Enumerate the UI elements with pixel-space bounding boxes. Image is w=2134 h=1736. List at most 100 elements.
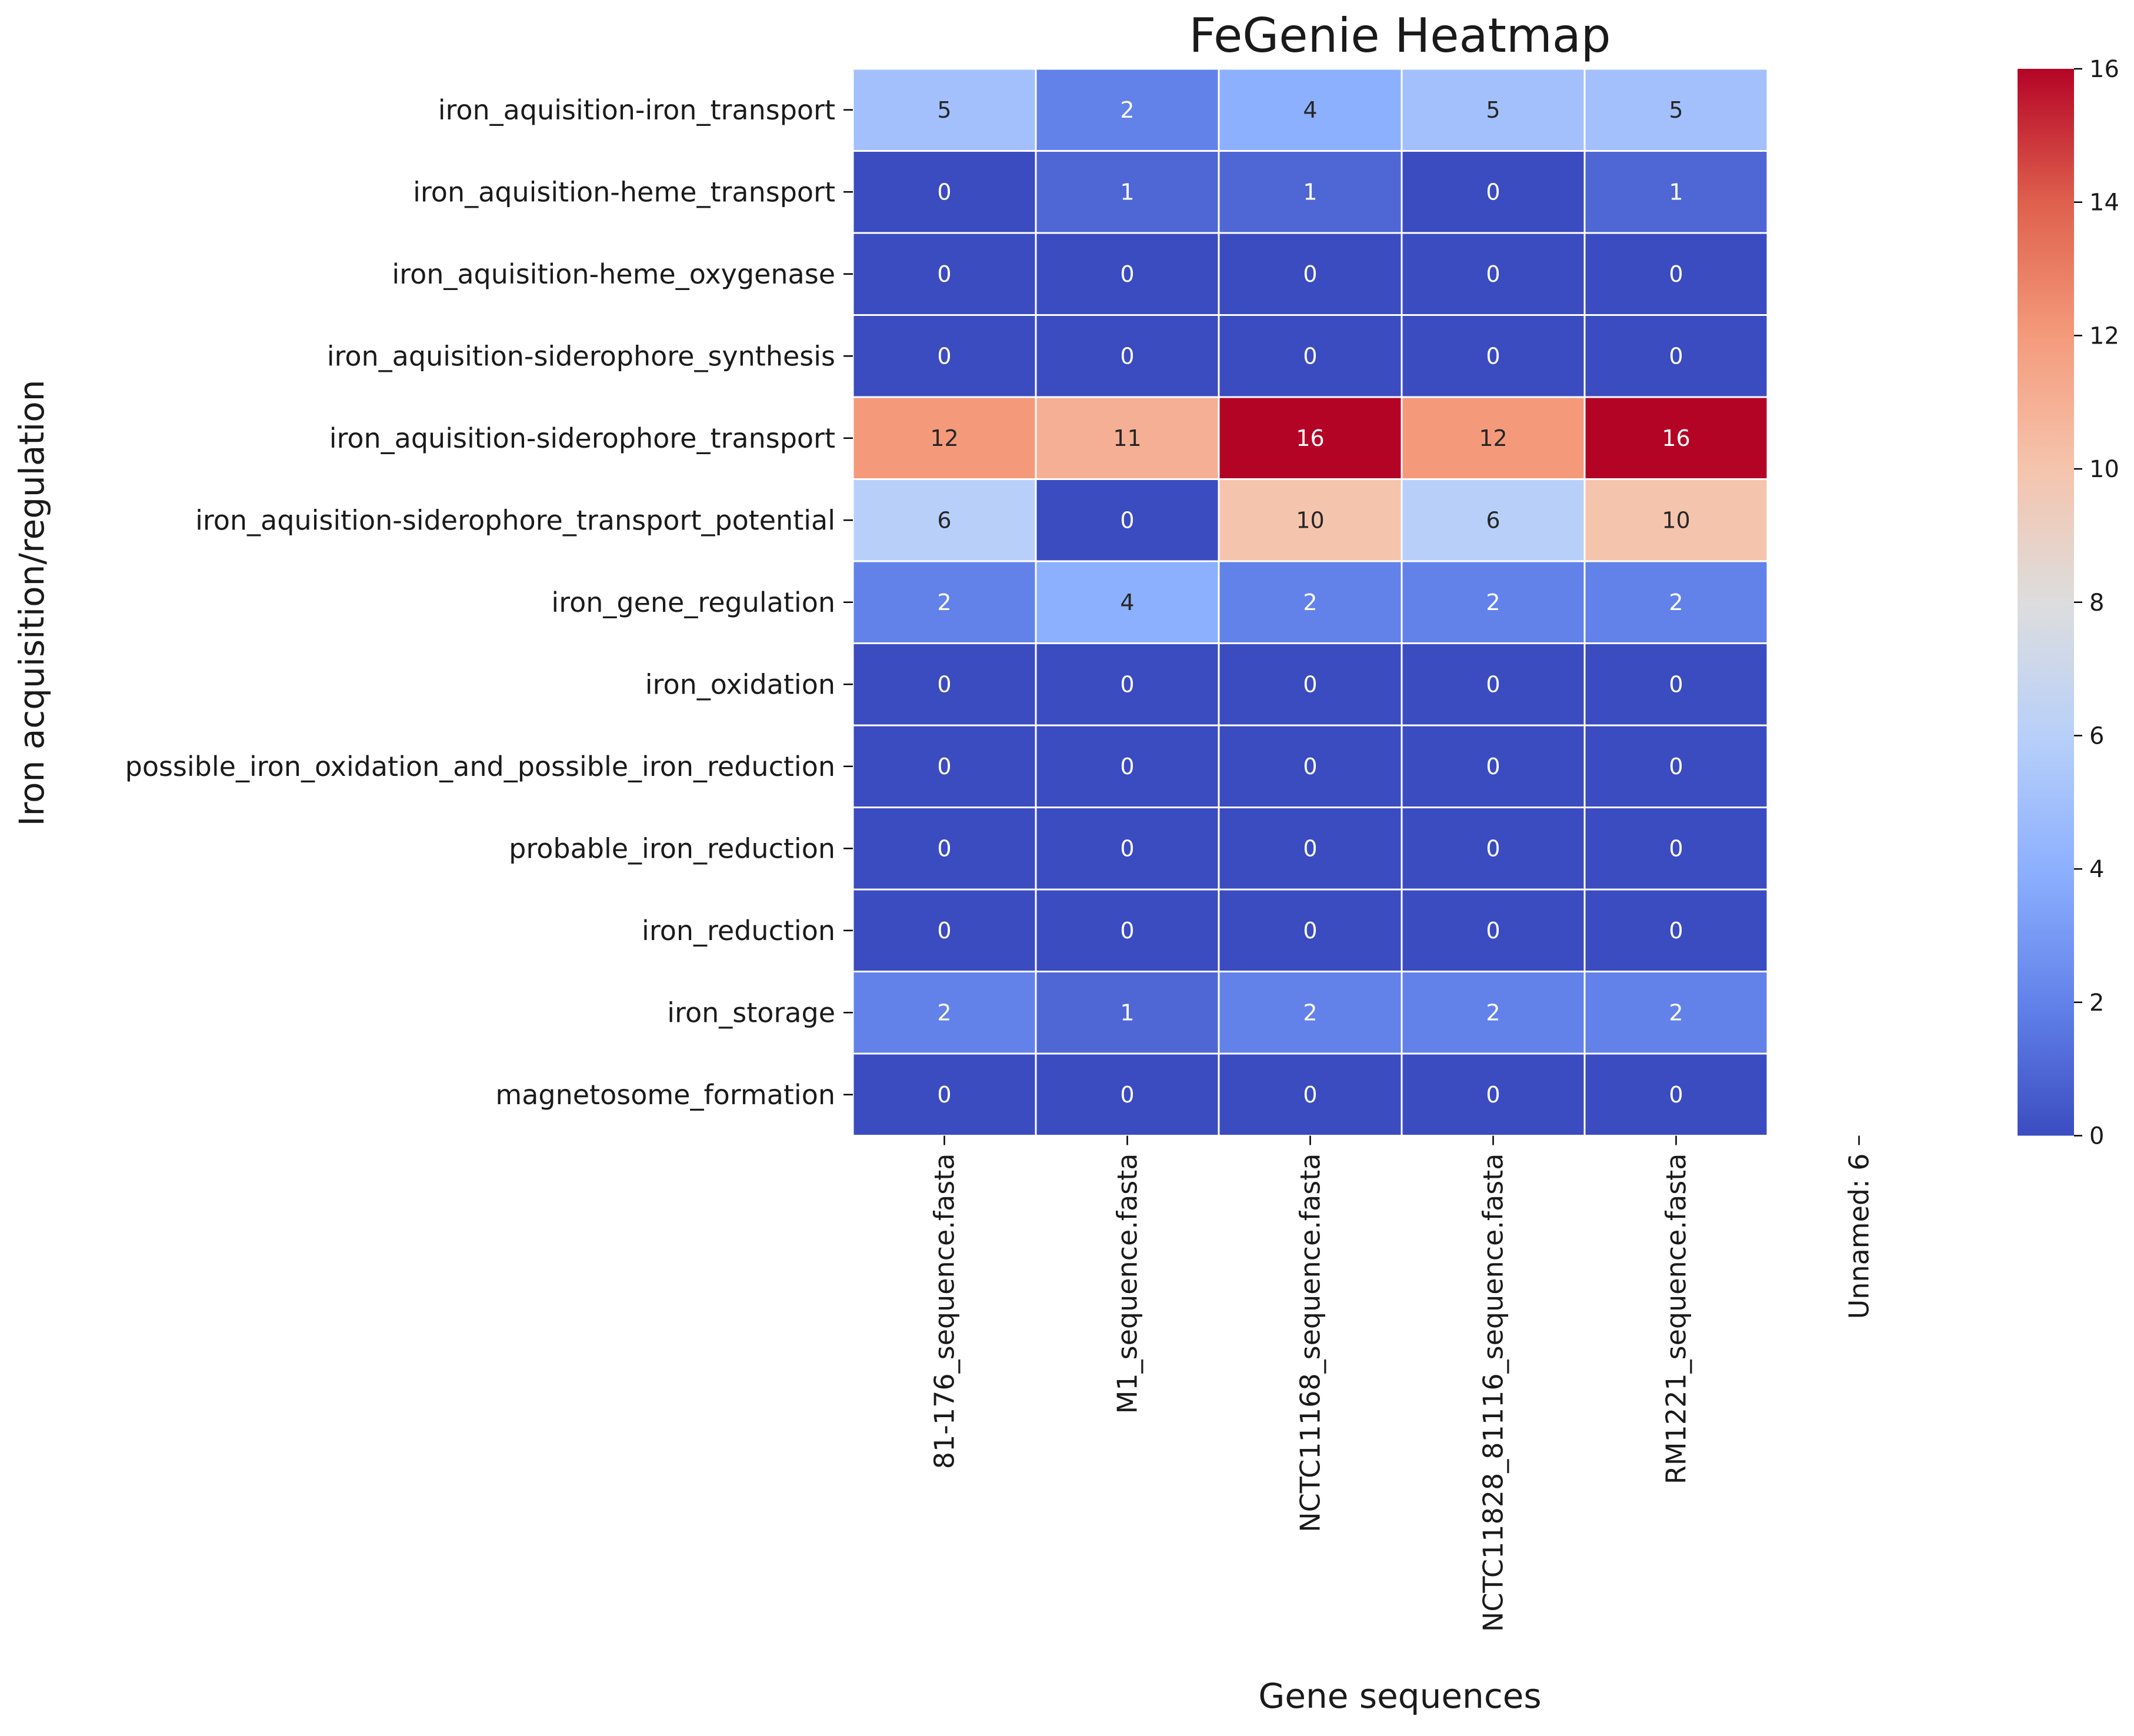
cell-value: 0 <box>1486 671 1500 697</box>
cell-value: 0 <box>1669 835 1683 861</box>
colorbar-tick-label: 14 <box>2089 189 2119 216</box>
y-tick-label: iron_reduction <box>642 915 835 947</box>
y-tick-label: iron_aquisition-heme_oxygenase <box>392 258 835 290</box>
cell-value: 4 <box>1303 97 1317 123</box>
heatmap-cell <box>1035 396 1220 480</box>
cell-value: 10 <box>1662 507 1690 533</box>
cell-value: 0 <box>1669 261 1683 287</box>
colorbar: 0 2 4 6 8 10 12 14 16 <box>2018 56 2119 1150</box>
heatmap-cell <box>1035 724 1220 808</box>
colorbar-tick-label: 10 <box>2089 456 2119 483</box>
heatmap-cell <box>1218 478 1403 562</box>
colorbar-tick-label: 16 <box>2089 56 2119 83</box>
heatmap-cell <box>1401 478 1586 562</box>
cell-value: 5 <box>1486 97 1500 123</box>
y-tick-label: iron_storage <box>667 997 835 1028</box>
heatmap-cell <box>1583 724 1769 808</box>
cell-value: 0 <box>937 671 951 697</box>
heatmap-cell <box>1035 642 1220 727</box>
colorbar-tick-label: 4 <box>2089 856 2104 883</box>
cell-value: 0 <box>1486 754 1500 779</box>
y-tick-label: iron_aquisition-heme_transport <box>413 176 835 208</box>
cell-value: 0 <box>1303 835 1317 861</box>
heatmap-cell <box>852 396 1037 480</box>
heatmap-cell <box>1583 314 1769 398</box>
colorbar-tick-label: 8 <box>2089 589 2104 617</box>
y-tick-label: iron_aquisition-siderophore_synthesis <box>327 340 835 372</box>
cell-value: 2 <box>1303 589 1317 615</box>
column-labels: 81-176_sequence.fasta M1_sequence.fasta NC… <box>929 1135 1875 1632</box>
heatmap-cell <box>1035 68 1220 152</box>
cell-value: 0 <box>1120 918 1134 944</box>
cell-value: 0 <box>1120 1082 1134 1108</box>
cell-value: 0 <box>937 1082 951 1108</box>
cell-value: 2 <box>1669 589 1683 615</box>
y-tick-label: iron_aquisition-siderophore_transport_po… <box>195 504 835 536</box>
heatmap-cell <box>1401 1052 1586 1137</box>
x-tick-label: NCTC11168_sequence.fasta <box>1295 1154 1326 1532</box>
cell-value: 0 <box>1120 835 1134 861</box>
x-tick-label: 81-176_sequence.fasta <box>929 1154 961 1470</box>
heatmap-cell <box>1401 971 1586 1055</box>
y-axis-label: Iron acquisition/regulation <box>12 379 52 826</box>
y-tick-label: iron_aquisition-siderophore_transport <box>329 422 835 454</box>
heatmap-cell <box>1218 314 1403 398</box>
cell-value: 2 <box>1669 999 1683 1025</box>
cell-value: 12 <box>930 425 958 451</box>
cell-value: 1 <box>1120 999 1134 1025</box>
heatmap-cell <box>852 971 1037 1055</box>
x-tick-label: NCTC11828_81116_sequence.fasta <box>1478 1154 1509 1632</box>
cell-value: 0 <box>937 754 951 779</box>
y-tick-label: iron_aquisition-iron_transport <box>438 94 835 126</box>
heatmap-cell <box>1401 314 1586 398</box>
cell-value: 0 <box>1303 1082 1317 1108</box>
heatmap-cell <box>852 1052 1037 1137</box>
y-tick-label: possible_iron_oxidation_and_possible_iro… <box>125 751 835 782</box>
cell-value: 0 <box>1669 1082 1683 1108</box>
cell-value: 11 <box>1113 425 1141 451</box>
heatmap-cell <box>1035 314 1220 398</box>
heatmap-cell <box>1218 807 1403 891</box>
cell-value: 0 <box>1486 179 1500 205</box>
cell-value: 0 <box>1486 261 1500 287</box>
y-tick-label: iron_gene_regulation <box>551 587 835 618</box>
heatmap-cell <box>1583 232 1769 316</box>
cell-value: 0 <box>1303 343 1317 369</box>
x-tick-label: RM1221_sequence.fasta <box>1660 1154 1692 1485</box>
cell-value: 0 <box>937 918 951 944</box>
cell-value: 0 <box>1303 671 1317 697</box>
cell-value: 0 <box>1486 343 1500 369</box>
cell-value: 0 <box>1486 835 1500 861</box>
cell-value: 2 <box>1120 97 1134 123</box>
heatmap-cell <box>1035 807 1220 891</box>
y-tick-label: probable_iron_reduction <box>509 832 835 864</box>
colorbar-tick-label: 2 <box>2089 989 2104 1017</box>
cell-value: 6 <box>937 507 951 533</box>
cell-value: 0 <box>1669 343 1683 369</box>
cell-value: 10 <box>1296 507 1324 533</box>
heatmap-cell <box>1583 642 1769 727</box>
cell-value: 0 <box>1303 918 1317 944</box>
heatmap-cell <box>1218 888 1403 972</box>
cell-value: 5 <box>937 97 951 123</box>
cell-value: 1 <box>1669 179 1683 205</box>
heatmap-cell <box>1401 807 1586 891</box>
cell-value: 0 <box>937 835 951 861</box>
x-axis-label: Gene sequences <box>1258 1676 1541 1716</box>
row-labels: iron_aquisition-iron_transport iron_aquis… <box>125 94 853 1111</box>
y-tick-label: iron_oxidation <box>645 668 835 700</box>
y-tick-label: magnetosome_formation <box>495 1079 835 1111</box>
cell-value: 0 <box>1669 754 1683 779</box>
cell-value: 0 <box>1120 507 1134 533</box>
heatmap-cell <box>1583 478 1769 562</box>
heatmap-cell <box>1583 396 1769 480</box>
colorbar-tick-label: 6 <box>2089 722 2104 749</box>
cell-value: 0 <box>1669 918 1683 944</box>
cell-value: 0 <box>1303 261 1317 287</box>
cell-value: 1 <box>1303 179 1317 205</box>
colorbar-gradient <box>2018 69 2074 1136</box>
cell-value: 5 <box>1669 97 1683 123</box>
heatmap-cell <box>852 560 1037 644</box>
cell-value: 0 <box>1120 343 1134 369</box>
